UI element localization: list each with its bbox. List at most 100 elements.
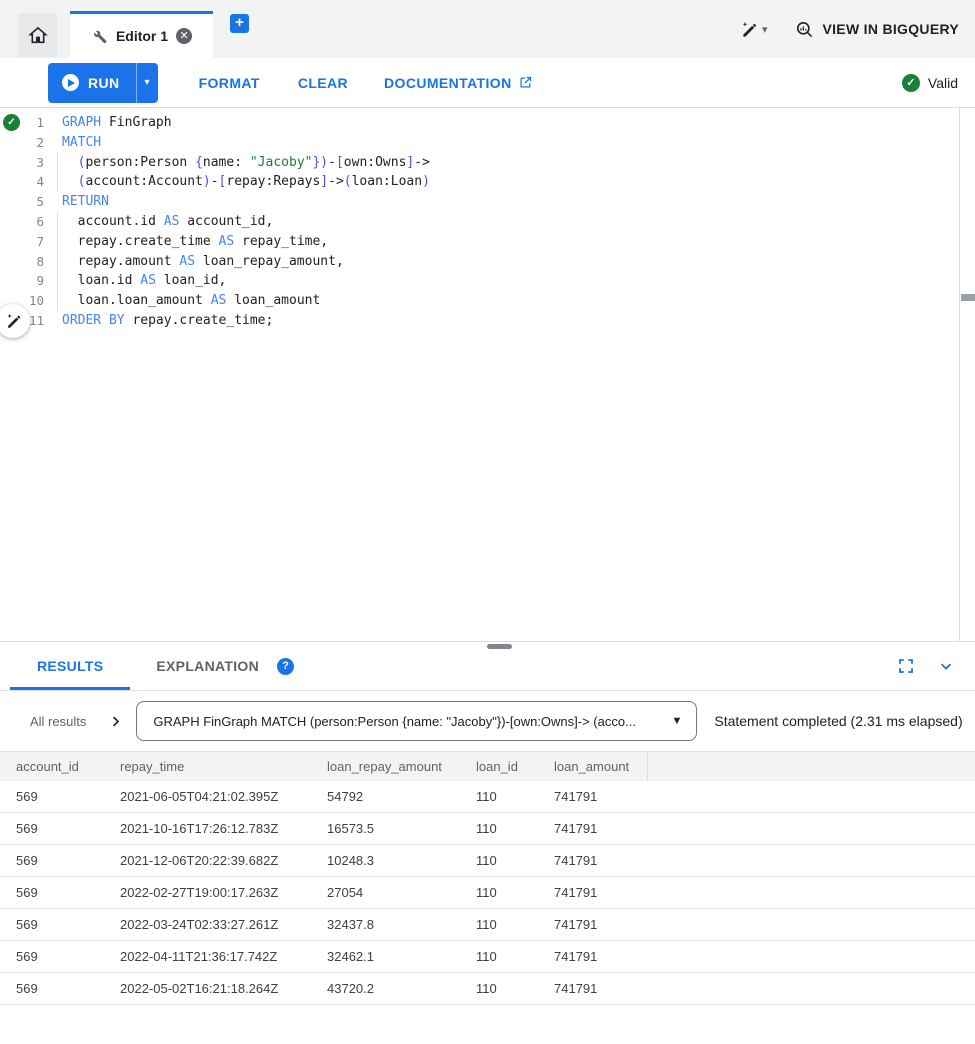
magic-edit-button[interactable]	[0, 304, 30, 338]
editor-scrollbar[interactable]	[959, 108, 975, 641]
table-cell: 54792	[327, 789, 364, 804]
table-row[interactable]: 569 2022-05-02T16:21:18.264Z 43720.2 110 741…	[0, 973, 975, 1005]
home-tab[interactable]	[19, 13, 57, 57]
chevron-right-icon[interactable]	[108, 714, 123, 729]
code-line[interactable]: loan.id AS loan_id,	[55, 271, 975, 291]
line-number: 10	[28, 293, 44, 309]
table-cell: 741791	[554, 949, 598, 964]
code-token: ->	[414, 154, 430, 170]
tab-explanation[interactable]: EXPLANATION	[156, 658, 260, 674]
code-token: own:Owns	[343, 154, 407, 170]
code-token: repay.amount	[62, 253, 180, 269]
run-button-main[interactable]: RUN	[48, 63, 136, 103]
home-icon	[27, 24, 49, 46]
code-token: MATCH	[62, 134, 102, 150]
code-pane[interactable]: GRAPH FinGraph MATCH (person:Person {name…	[55, 108, 975, 641]
query-valid-check-icon: ✓	[3, 114, 20, 131]
code-token: name:	[202, 154, 250, 170]
code-line[interactable]: repay.amount AS loan_repay_amount,	[55, 251, 975, 272]
table-row[interactable]: 569 2022-04-11T21:36:17.742Z 32462.1 110 741…	[0, 941, 975, 973]
query-toolbar: RUN ▾ FORMAT CLEAR DOCUMENTATION ✓ Valid	[0, 58, 975, 108]
code-line[interactable]: (account:Account)-[repay:Repays]->(loan:…	[55, 172, 975, 192]
code-token: repay:Repays	[226, 174, 321, 190]
gemini-assist-menu[interactable]: ▾	[739, 20, 767, 39]
table-row[interactable]: 569 2021-12-06T20:22:39.682Z 10248.3 110 741…	[0, 845, 975, 877]
code-token: loan_repay_amount,	[195, 253, 344, 269]
code-line[interactable]: repay.create_time AS repay_time,	[55, 231, 975, 252]
code-token: GRAPH	[62, 115, 102, 130]
tab-editor-1[interactable]: Editor 1 ✕	[70, 11, 213, 58]
code-token: AS	[210, 293, 227, 309]
statement-select-dropdown[interactable]: GRAPH FinGraph MATCH (person:Person {nam…	[136, 701, 698, 741]
code-token: account_id,	[179, 213, 274, 229]
table-cell: 27054	[327, 885, 364, 900]
code-token: ]	[406, 154, 415, 170]
wrench-icon	[91, 28, 108, 45]
fullscreen-icon[interactable]	[897, 657, 915, 675]
table-cell: 569	[16, 853, 38, 868]
line-number: 9	[36, 273, 44, 289]
code-token: account.id	[62, 213, 164, 229]
table-cell: 110	[476, 949, 497, 964]
table-cell: 110	[476, 917, 497, 932]
code-token: [	[335, 154, 344, 170]
code-token: repay.create_time	[62, 233, 219, 249]
explanation-help-icon[interactable]: ?	[277, 657, 295, 675]
run-button[interactable]: RUN ▾	[48, 62, 158, 103]
code-line[interactable]: loan.loan_amount AS loan_amount	[55, 291, 975, 311]
line-number: 11	[28, 312, 44, 328]
table-cell: 741791	[554, 885, 598, 900]
code-line[interactable]: (person:Person {name: "Jacoby"})-[own:Ow…	[55, 152, 975, 173]
tab-results[interactable]: RESULTS	[10, 642, 131, 690]
code-token: (	[343, 174, 352, 190]
line-number: 1	[36, 115, 44, 130]
table-row[interactable]: 569 2021-06-05T04:21:02.395Z 54792 110 74179…	[0, 781, 975, 813]
code-token: ->	[328, 174, 344, 190]
code-line[interactable]: ORDER BY repay.create_time;	[55, 311, 975, 331]
table-cell: 110	[476, 789, 497, 804]
code-token: )	[422, 174, 430, 190]
view-in-bigquery-button[interactable]: VIEW IN BIGQUERY	[795, 20, 959, 39]
scrollbar-thumb[interactable]	[961, 294, 975, 301]
table-cell: 110	[476, 853, 497, 868]
code-token: "Jacoby"	[249, 154, 313, 170]
table-cell: 741791	[554, 981, 598, 996]
results-table-body: 569 2021-06-05T04:21:02.395Z 54792 110 74179…	[0, 781, 975, 1005]
code-line[interactable]: account.id AS account_id,	[55, 211, 975, 232]
table-cell: 2022-02-27T19:00:17.263Z	[120, 885, 279, 900]
table-row[interactable]: 569 2022-03-24T02:33:27.261Z 32437.8 110 741…	[0, 909, 975, 941]
code-line[interactable]: MATCH	[55, 133, 975, 153]
clear-button[interactable]: CLEAR	[297, 74, 349, 91]
code-token: loan_amount	[226, 293, 321, 309]
code-token: -	[328, 154, 336, 170]
documentation-link[interactable]: DOCUMENTATION	[384, 75, 533, 91]
table-cell: 16573.5	[327, 821, 374, 836]
table-cell: 569	[16, 885, 38, 900]
code-token: loan:Loan	[351, 174, 423, 190]
format-button[interactable]: FORMAT	[198, 74, 260, 91]
table-cell: 110	[476, 885, 497, 900]
close-tab-icon[interactable]: ✕	[176, 28, 193, 44]
code-line[interactable]: GRAPH FinGraph	[55, 113, 975, 133]
code-token: [	[218, 174, 227, 190]
table-cell: 741791	[554, 821, 598, 836]
collapse-panel-chevron-icon[interactable]	[937, 657, 955, 675]
code-token: )	[202, 174, 211, 190]
code-token: repay.create_time;	[124, 312, 274, 328]
new-tab-button[interactable]: +	[230, 14, 249, 33]
code-line[interactable]: RETURN	[55, 192, 975, 212]
code-editor[interactable]: ✓ 1 2 3 4 5 6 7 8 9 10 11 GRAPH FinGraph MATCH (per…	[0, 108, 975, 641]
code-token: ORDER BY	[62, 312, 125, 328]
table-row[interactable]: 569 2021-10-16T17:26:12.783Z 16573.5 110 741…	[0, 813, 975, 845]
table-row[interactable]: 569 2022-02-27T19:00:17.263Z 27054 110 74179…	[0, 877, 975, 909]
run-options-caret[interactable]: ▾	[135, 62, 158, 103]
results-panel-header: RESULTS EXPLANATION ?	[0, 641, 975, 691]
column-header-loan_amount: loan_amount	[538, 752, 648, 781]
table-cell: 2022-03-24T02:33:27.261Z	[120, 917, 279, 932]
table-cell: 43720.2	[327, 981, 374, 996]
panel-resize-handle[interactable]	[486, 644, 512, 649]
line-number: 4	[36, 174, 44, 190]
dropdown-caret-icon: ▼	[671, 715, 683, 727]
bigquery-lens-icon	[795, 20, 814, 39]
results-filter-row: All results GRAPH FinGraph MATCH (person…	[0, 691, 975, 752]
